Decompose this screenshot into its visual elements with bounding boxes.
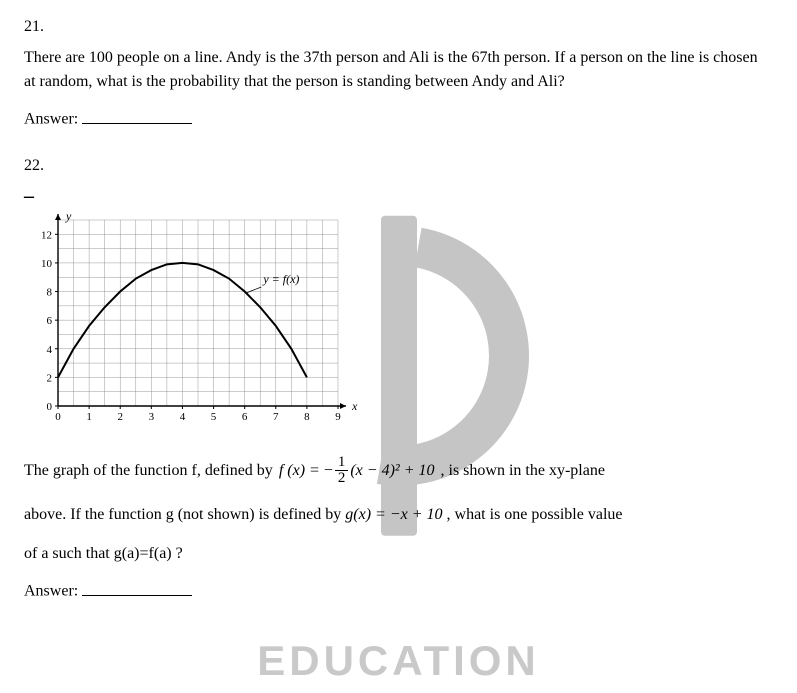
svg-text:9: 9 [335,411,341,423]
watermark-text: EDUCATION [0,637,797,685]
q22-line2: above. If the function g (not shown) is … [24,500,622,530]
q22-graph: 0123456789024681012xyy = f(x) [28,210,773,435]
svg-text:2: 2 [47,372,53,384]
f-neg: − [324,462,333,479]
svg-text:10: 10 [41,258,53,270]
svg-text:12: 12 [41,229,52,241]
f-rhs: (x − 4)² + 10 [350,462,434,479]
svg-text:4: 4 [180,411,186,423]
svg-text:y = f(x): y = f(x) [262,272,299,286]
page-content: 21. There are 100 people on a line. Andy… [0,0,797,601]
q22-answer-label: Answer: [24,583,78,600]
q22-line1-pre: The graph of the function f, defined by [24,453,273,488]
f-den: 2 [335,471,349,486]
q22-line2-pre: above. If the function g (not shown) is … [24,500,341,530]
q22-formula-f: f (x) = −12(x − 4)² + 10 [279,453,435,488]
q22-line1-post: , is shown in the xy-plane [441,453,605,488]
f-lhs: f (x) = [279,462,324,479]
svg-text:2: 2 [117,411,123,423]
q22-answer-blank[interactable] [82,578,192,596]
q21-answer-label: Answer: [24,111,78,128]
svg-text:4: 4 [47,343,53,355]
q22-formula-g: g(x) = −x + 10 [345,500,442,530]
q22-line2-post: , what is one possible value [447,500,623,530]
svg-text:3: 3 [149,411,155,423]
q21-number: 21. [24,18,773,36]
svg-text:0: 0 [55,411,61,423]
svg-text:7: 7 [273,411,279,423]
q22-line1: The graph of the function f, defined by … [24,453,605,488]
q21-text: There are 100 people on a line. Andy is … [24,46,773,94]
svg-text:6: 6 [242,411,248,423]
svg-text:8: 8 [304,411,310,423]
f-num: 1 [335,455,349,471]
q22-line3: of a such that g(a)=f(a) ? [24,542,773,566]
svg-text:y: y [65,210,72,223]
svg-text:x: x [351,399,358,413]
q22-answer-row: Answer: [24,578,773,601]
svg-text:1: 1 [86,411,92,423]
svg-text:0: 0 [47,401,53,413]
q21-answer-blank[interactable] [82,106,192,124]
svg-text:8: 8 [47,286,53,298]
svg-text:5: 5 [211,411,217,423]
svg-text:6: 6 [47,315,53,327]
q21-answer-row: Answer: [24,106,773,129]
q22-dash: – [24,185,773,208]
q22-number: 22. [24,157,773,175]
